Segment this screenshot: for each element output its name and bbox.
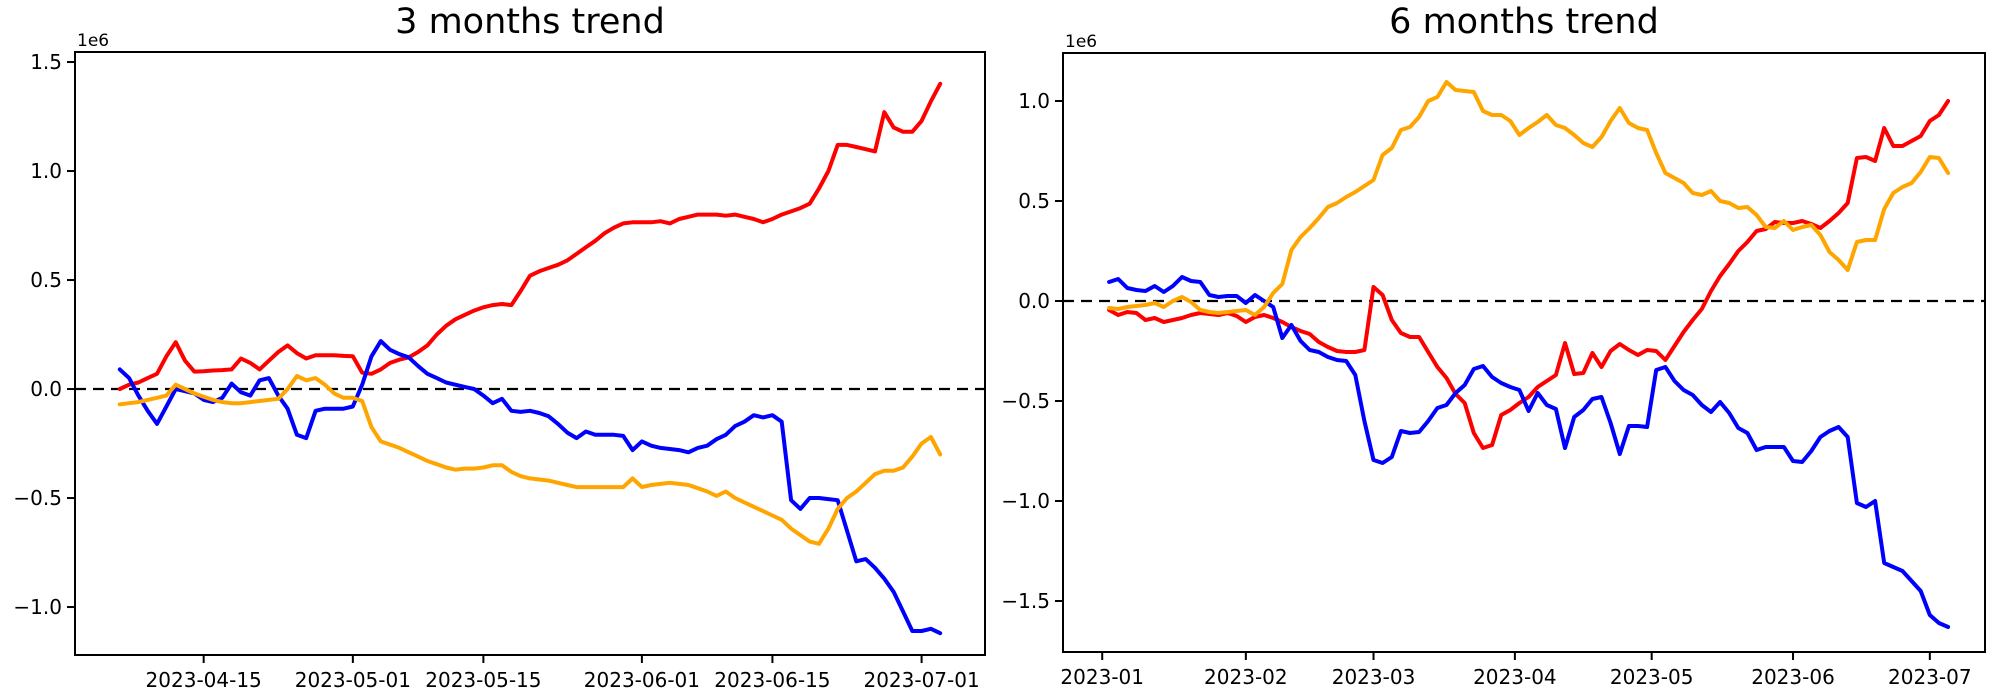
x-tick-label: 2023-06-01 bbox=[584, 668, 700, 692]
x-tick-label: 2023-02 bbox=[1204, 665, 1288, 689]
y-tick-label: −1.0 bbox=[1001, 489, 1050, 513]
y-tick-label: 1.5 bbox=[30, 50, 62, 74]
x-tick-label: 2023-03 bbox=[1332, 665, 1416, 689]
series-red-line bbox=[1107, 99, 1951, 450]
y-tick-label: 1.0 bbox=[1018, 89, 1050, 113]
y-tick-label: −0.5 bbox=[1001, 389, 1050, 413]
x-tick-label: 2023-05-15 bbox=[425, 668, 541, 692]
chart-title-6-months: 6 months trend bbox=[1389, 2, 1659, 42]
series-red-line bbox=[117, 81, 943, 391]
y-tick-label: −1.0 bbox=[13, 595, 62, 619]
y-tick-label: 0.0 bbox=[30, 377, 62, 401]
x-tick-label: 2023-07-01 bbox=[863, 668, 979, 692]
series-orange-line bbox=[1107, 80, 1951, 317]
series-blue-line bbox=[1107, 275, 1951, 629]
x-tick-label: 2023-06-15 bbox=[714, 668, 830, 692]
series-orange-line bbox=[117, 374, 943, 546]
series-blue-line bbox=[117, 339, 943, 636]
x-tick-label: 2023-04 bbox=[1473, 665, 1557, 689]
x-tick-label: 2023-04-15 bbox=[146, 668, 262, 692]
y-tick-label: 0.0 bbox=[1018, 289, 1050, 313]
x-tick-label: 2023-01 bbox=[1060, 665, 1144, 689]
axes-spines bbox=[74, 51, 986, 656]
y-axis-offset-label: 1e6 bbox=[1065, 32, 1097, 52]
y-tick-label: 0.5 bbox=[30, 268, 62, 292]
x-tick-label: 2023-05-01 bbox=[295, 668, 411, 692]
x-tick-label: 2023-06 bbox=[1751, 665, 1835, 689]
axes-spines bbox=[1062, 52, 1986, 653]
y-tick-label: 1.0 bbox=[30, 159, 62, 183]
x-tick-label: 2023-05 bbox=[1610, 665, 1694, 689]
y-tick-label: −0.5 bbox=[13, 486, 62, 510]
chart-title-3-months: 3 months trend bbox=[395, 2, 665, 42]
y-axis-offset-label: 1e6 bbox=[77, 31, 109, 51]
y-tick-label: 0.5 bbox=[1018, 189, 1050, 213]
y-tick-label: −1.5 bbox=[1001, 589, 1050, 613]
x-tick-label: 2023-07 bbox=[1888, 665, 1972, 689]
